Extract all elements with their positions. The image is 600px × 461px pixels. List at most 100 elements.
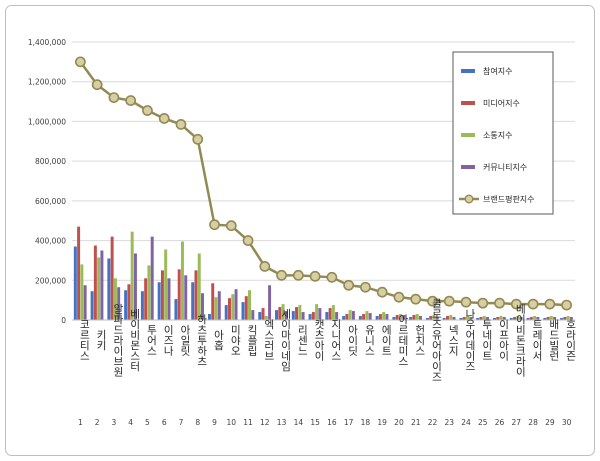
y-tick-label: 800,000 xyxy=(35,157,66,166)
bar xyxy=(144,278,148,320)
bar xyxy=(358,316,362,320)
bar xyxy=(251,310,255,320)
rank-label: 8 xyxy=(195,418,200,427)
bar xyxy=(409,317,413,320)
line-point xyxy=(527,298,539,310)
rank-label: 26 xyxy=(495,418,505,427)
line-point xyxy=(427,295,438,307)
bar xyxy=(80,264,84,320)
bar xyxy=(392,317,396,320)
x-tick-label: 코르티스 xyxy=(78,319,90,361)
bar xyxy=(395,315,399,320)
bar xyxy=(536,317,540,320)
x-tick-label: 지니어스 xyxy=(330,319,342,361)
legend-label: 커뮤니티지수 xyxy=(483,162,527,172)
x-tick-label: 넥스지 xyxy=(447,324,459,356)
rank-label: 12 xyxy=(260,418,270,427)
bar xyxy=(177,269,181,320)
rank-label: 15 xyxy=(310,418,320,427)
line-point xyxy=(326,271,338,283)
x-tick-label: 클로즈유어아이즈 xyxy=(430,298,442,382)
y-tick-label: 0 xyxy=(61,316,66,325)
bar xyxy=(284,311,288,320)
line-point xyxy=(292,269,304,281)
x-tick-label: 하츠투하츠 xyxy=(196,313,208,366)
bar xyxy=(211,283,215,320)
bar xyxy=(445,316,449,320)
bar xyxy=(462,317,466,320)
legend-label: 참여지수 xyxy=(483,66,512,76)
bar xyxy=(425,318,429,320)
bar xyxy=(113,278,117,320)
x-tick-label: 세이마이네임 xyxy=(280,309,292,372)
bar xyxy=(97,257,101,320)
line-point xyxy=(192,133,204,145)
bar xyxy=(311,312,315,320)
bar xyxy=(268,285,272,320)
bar xyxy=(432,315,436,320)
x-tick-label: 유니스 xyxy=(363,324,375,356)
bar xyxy=(228,298,231,320)
bar xyxy=(258,312,262,320)
line-point xyxy=(494,297,505,309)
x-tick-label: 배드빌런 xyxy=(548,319,560,361)
rank-label: 30 xyxy=(562,418,572,427)
line-point xyxy=(477,297,489,309)
bar xyxy=(90,291,94,320)
bar xyxy=(560,318,564,320)
x-tick-label: 엑스러브 xyxy=(263,319,275,361)
bar xyxy=(342,316,346,320)
bar xyxy=(442,318,446,320)
bar xyxy=(110,236,114,320)
bar xyxy=(167,278,171,320)
line-point xyxy=(175,119,187,130)
bar xyxy=(278,307,282,320)
bar xyxy=(160,270,164,320)
x-tick-label: 이프아이 xyxy=(498,319,510,362)
bar xyxy=(124,290,128,320)
bar xyxy=(516,316,520,320)
line-point xyxy=(276,269,287,281)
bar xyxy=(418,316,422,320)
bar xyxy=(569,317,573,320)
rank-label: 22 xyxy=(428,418,438,427)
bar xyxy=(351,311,355,320)
legend-swatch xyxy=(461,133,475,137)
bar xyxy=(402,315,406,320)
line-series xyxy=(74,56,573,311)
legend-swatch xyxy=(461,69,475,73)
rank-label: 3 xyxy=(112,418,117,427)
bar xyxy=(412,315,416,320)
bar xyxy=(264,316,268,320)
rank-label: 18 xyxy=(361,418,371,427)
bar xyxy=(164,249,168,320)
line-point xyxy=(158,113,170,124)
x-tick-label: 아르테미스 xyxy=(397,314,409,367)
bar xyxy=(157,282,161,320)
rank-label: 5 xyxy=(145,418,150,427)
line-point xyxy=(410,293,422,305)
rank-label: 13 xyxy=(277,418,287,427)
legend-swatch xyxy=(461,165,475,169)
bar xyxy=(533,316,537,320)
legend-label: 소통지수 xyxy=(483,131,512,140)
bar xyxy=(519,317,523,320)
bar xyxy=(368,313,372,320)
x-tick-label: 리센느 xyxy=(296,324,308,356)
x-tick-label: 헌치스 xyxy=(414,324,426,356)
bar xyxy=(459,318,463,320)
y-tick-label: 1,000,000 xyxy=(28,117,66,126)
rank-label: 9 xyxy=(212,418,217,427)
bar xyxy=(496,317,500,320)
rank-label: 19 xyxy=(377,418,387,427)
bar xyxy=(493,318,496,320)
bar xyxy=(378,314,382,320)
bar xyxy=(231,294,235,320)
line-point xyxy=(74,56,86,68)
bar xyxy=(77,226,81,320)
line-point xyxy=(561,299,573,311)
bar xyxy=(429,316,433,320)
bar xyxy=(214,297,218,320)
x-tick-label: 베이비몬스터 xyxy=(129,309,141,373)
bar xyxy=(546,317,550,320)
